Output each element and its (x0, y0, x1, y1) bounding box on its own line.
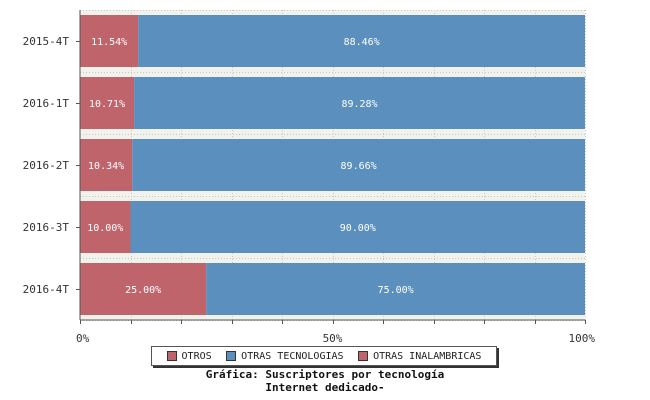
x-tick-label: 0% (76, 332, 90, 345)
y-tick-label: 2016-4T (23, 283, 70, 296)
data-label: 10.00% (87, 223, 123, 234)
legend-label: OTRAS INALAMBRICAS (373, 350, 482, 362)
legend-item-otras-inalambricas: OTRAS INALAMBRICAS (358, 351, 481, 362)
data-label: 88.46% (344, 37, 380, 48)
bar-segment-otras-tecnologias (130, 201, 585, 253)
data-label: 89.66% (341, 161, 377, 172)
y-tick-label: 2016-3T (23, 221, 70, 234)
bar-segment-otras-inalambricas (80, 263, 207, 315)
caption-line-1: Gráfica: Suscriptores por tecnología (205, 368, 445, 381)
legend-label: OTROS (181, 350, 212, 362)
bar-segment-otras-tecnologias (138, 15, 586, 67)
legend-swatch (226, 351, 237, 361)
data-label: 10.34% (88, 161, 124, 172)
data-label: 89.28% (341, 99, 377, 110)
data-label: 75.00% (378, 285, 414, 296)
legend-label: OTRAS TECNOLOGIAS (241, 350, 344, 362)
legend-item-otros: OTROS (166, 350, 212, 362)
stacked-bar-chart: 11.54% 88.46% 2015-4T 10.71% 89.28% 2016-1T 10… (23, 10, 596, 345)
legend-swatch (166, 351, 177, 361)
bar-segment-otras-inalambricas (80, 15, 139, 67)
data-label: 25.00% (125, 285, 161, 296)
bars (80, 15, 586, 315)
legend-item-otras-tecnologias: OTRAS TECNOLOGIAS (226, 350, 344, 362)
bar-segment-otras-inalambricas (80, 139, 133, 191)
data-label: 10.71% (89, 99, 125, 110)
x-tick-label: 50% (323, 332, 343, 345)
y-tick-label: 2015-4T (23, 35, 70, 48)
legend: OTROS OTRAS TECNOLOGIAS OTRAS INALAMBRIC… (151, 346, 497, 366)
x-tick-label: 100% (569, 332, 596, 345)
bar-segment-otras-tecnologias (134, 77, 585, 129)
bar-segment-otras-tecnologias (132, 139, 586, 191)
bar-segment-otras-tecnologias (206, 263, 585, 315)
legend-swatch (358, 351, 369, 361)
labels: 11.54% 88.46% 2015-4T 10.71% 89.28% 2016-1T 10… (23, 35, 596, 345)
data-label: 90.00% (340, 223, 376, 234)
bar-segment-otras-inalambricas (80, 201, 131, 253)
y-tick-label: 2016-2T (23, 159, 70, 172)
caption-line-2: Internet dedicado- (265, 381, 385, 394)
data-label: 11.54% (91, 37, 127, 48)
y-tick-label: 2016-1T (23, 97, 70, 110)
bar-segment-otras-inalambricas (80, 77, 135, 129)
